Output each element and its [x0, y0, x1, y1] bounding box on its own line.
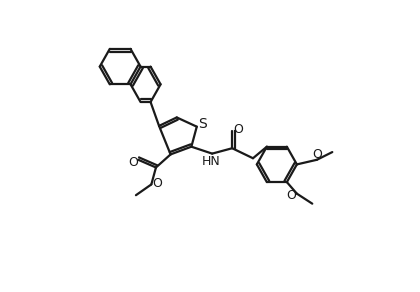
Text: O: O — [152, 177, 162, 190]
Text: O: O — [129, 156, 139, 168]
Text: HN: HN — [201, 155, 220, 168]
Text: O: O — [234, 123, 243, 136]
Text: O: O — [313, 148, 323, 161]
Text: O: O — [286, 189, 297, 202]
Text: S: S — [199, 117, 207, 131]
